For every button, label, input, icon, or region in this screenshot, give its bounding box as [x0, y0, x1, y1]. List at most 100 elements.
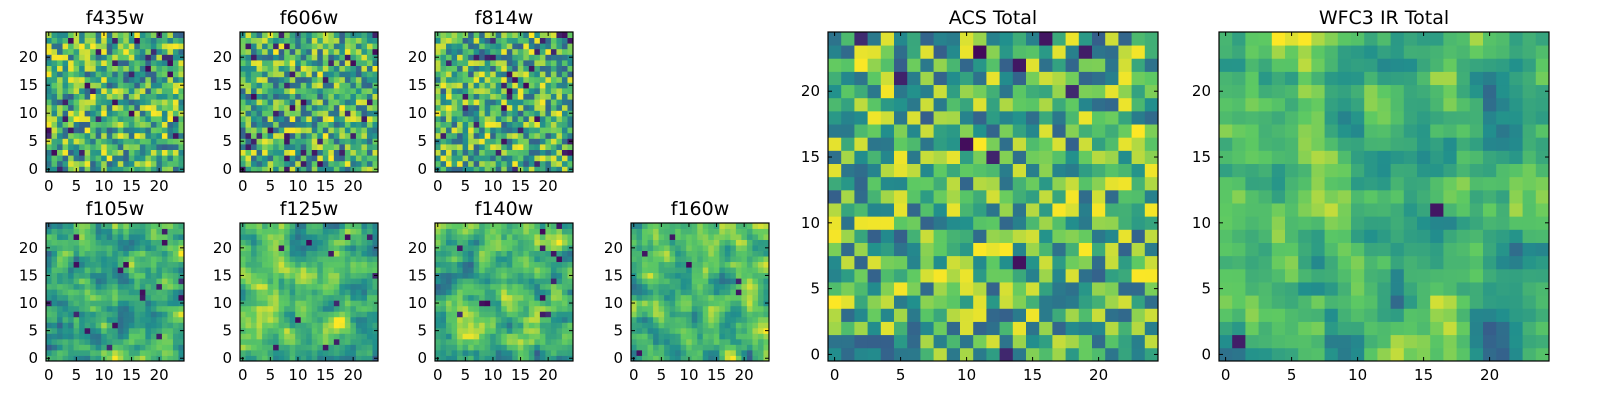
heatmap-cell — [567, 48, 574, 55]
heatmap-cell — [284, 278, 291, 285]
heatmap-cell — [1026, 216, 1040, 230]
heatmap-cell — [752, 283, 759, 290]
heatmap-cell — [289, 294, 296, 301]
heatmap-cell — [462, 144, 469, 150]
heatmap-cell — [178, 294, 185, 301]
heatmap-cell — [451, 223, 458, 229]
heatmap-cell — [139, 256, 146, 263]
heatmap-cell — [986, 163, 1000, 178]
heatmap-cell — [550, 160, 557, 167]
heatmap-cell — [451, 54, 458, 61]
heatmap-cell — [361, 316, 368, 323]
heatmap-cell — [435, 333, 441, 340]
heatmap-cell — [167, 261, 174, 268]
heatmap-cell — [278, 144, 285, 150]
heatmap-cell — [647, 327, 654, 334]
heatmap-cell — [317, 261, 324, 268]
heatmap-cell — [361, 121, 368, 128]
heatmap-cell — [653, 283, 659, 290]
heatmap-cell — [62, 223, 69, 229]
heatmap-cell — [545, 322, 552, 329]
heatmap-cell — [46, 316, 52, 323]
heatmap-cell — [150, 127, 157, 134]
heatmap-cell — [366, 333, 373, 340]
heatmap-cell — [322, 127, 329, 134]
heatmap-cell — [333, 132, 340, 139]
heatmap-cell — [84, 155, 91, 162]
heatmap-cell — [95, 43, 102, 50]
heatmap-cell — [57, 228, 63, 235]
y-axis: 0 5 10 15 20 — [408, 48, 427, 178]
heatmap-cell — [828, 282, 842, 296]
heatmap-cell — [653, 228, 659, 235]
heatmap-cell — [90, 104, 97, 111]
heatmap-cell — [161, 261, 168, 268]
heatmap-cell — [300, 267, 307, 274]
heatmap-cell — [273, 245, 280, 251]
heatmap-cell — [68, 228, 74, 235]
heatmap-cell — [999, 203, 1014, 217]
heatmap-cell — [746, 267, 753, 274]
heatmap-cell — [479, 311, 486, 318]
heatmap-cell — [501, 121, 508, 128]
heatmap-cell — [145, 278, 152, 285]
heatmap-cell — [117, 228, 124, 235]
heatmap-cell — [528, 93, 535, 100]
heatmap-cell — [123, 132, 130, 139]
heatmap-cell — [295, 261, 302, 268]
heatmap-cell — [150, 333, 157, 340]
heatmap-cell — [84, 267, 91, 274]
heatmap-cell — [262, 99, 268, 106]
heatmap-cell — [117, 289, 124, 296]
heatmap-cell — [62, 138, 69, 145]
heatmap-cell — [664, 278, 671, 285]
heatmap-cell — [366, 289, 373, 296]
heatmap-cell — [51, 294, 58, 301]
heatmap-cell — [468, 43, 475, 50]
heatmap-cell — [117, 283, 124, 290]
heatmap-cell — [1026, 268, 1040, 283]
heatmap-cell — [528, 65, 535, 72]
heatmap-cell — [473, 71, 480, 78]
heatmap-cell — [457, 48, 463, 55]
heatmap-cell — [112, 110, 119, 117]
heatmap-cell — [680, 234, 687, 240]
heatmap-cell — [506, 110, 513, 117]
heatmap-cell — [333, 138, 340, 145]
heatmap-cell — [355, 71, 362, 78]
heatmap-cell — [156, 127, 163, 134]
heatmap-cell — [57, 54, 63, 61]
heatmap-cell — [730, 311, 737, 318]
heatmap-cell — [517, 283, 524, 290]
heatmap-cell — [145, 65, 152, 72]
y-tick-label: 15 — [604, 266, 623, 284]
heatmap-cell — [708, 245, 715, 251]
heatmap-cell — [512, 278, 519, 285]
heatmap-cell — [372, 261, 379, 268]
heatmap-cell — [462, 261, 469, 268]
heatmap-cell — [746, 338, 753, 345]
heatmap-cell — [167, 37, 174, 44]
heatmap-cell — [484, 344, 491, 351]
heatmap-cell — [1131, 295, 1146, 309]
heatmap-cell — [653, 349, 659, 356]
heatmap-cell — [440, 99, 447, 106]
heatmap-cell — [746, 349, 753, 356]
heatmap-cell — [311, 155, 318, 162]
heatmap-cell — [664, 223, 671, 229]
heatmap-cell — [84, 333, 91, 340]
heatmap-cell — [306, 245, 313, 251]
heatmap-cell — [156, 245, 163, 251]
heatmap-cell — [68, 88, 74, 94]
heatmap-cell — [300, 65, 307, 72]
heatmap-cell — [267, 155, 274, 162]
heatmap-cell — [134, 160, 141, 167]
heatmap-cell — [361, 116, 368, 122]
heatmap-cell — [642, 245, 648, 251]
heatmap-cell — [697, 228, 704, 235]
heatmap-cell — [1105, 176, 1119, 191]
heatmap-cell — [150, 65, 157, 72]
heatmap-cell — [156, 116, 163, 122]
heatmap-cell — [435, 121, 441, 128]
heatmap-cell — [556, 43, 563, 50]
